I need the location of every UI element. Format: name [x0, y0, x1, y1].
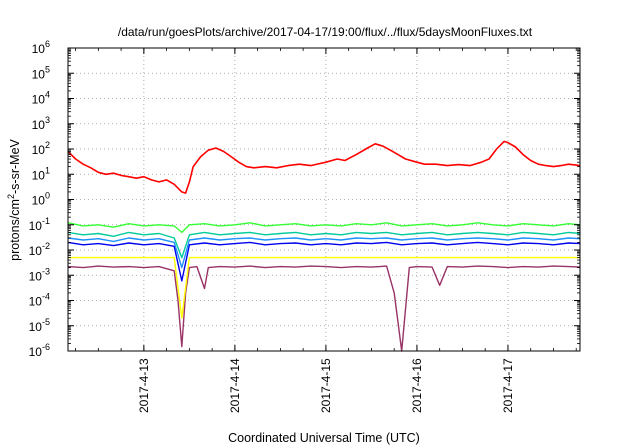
y-tick-label: 101: [32, 165, 50, 182]
series-line-1: [67, 140, 581, 194]
y-tick-label: 10-6: [29, 342, 50, 359]
y-tick-label: 10-2: [29, 241, 50, 258]
x-tick-label: 2017-4-13: [137, 358, 151, 413]
x-axis-label: Coordinated Universal Time (UTC): [228, 431, 420, 445]
y-tick-label: 10-1: [29, 216, 50, 233]
series-line-5: [67, 241, 581, 282]
series-line-2: [67, 222, 581, 234]
y-tick-label: 10-5: [29, 317, 50, 334]
chart-title: /data/run/goesPlots/archive/2017-04-17/1…: [118, 25, 533, 39]
x-tick-label: 2017-4-14: [228, 358, 242, 413]
y-tick-label: 100: [32, 191, 50, 208]
axis-ticks: 10-6 10-5 10-4 10-3 10-2 10-1 100 101 102 103 104 1…: [29, 39, 580, 413]
y-tick-label: 104: [32, 90, 50, 107]
series-line-3: [67, 231, 581, 259]
y-tick-label: 105: [32, 64, 50, 81]
y-tick-label: 103: [32, 115, 50, 132]
series-line-4: [67, 237, 581, 269]
x-tick-label: 2017-4-16: [410, 358, 424, 413]
series-line-7: [67, 265, 581, 352]
series-line-6: [68, 256, 580, 319]
y-tick-label: 106: [32, 39, 50, 56]
y-tick-label: 10-3: [29, 266, 50, 283]
y-tick-label: 102: [32, 140, 50, 157]
grid-lines: [68, 48, 580, 351]
data-series: [67, 140, 581, 352]
x-tick-label: 2017-4-15: [319, 358, 333, 413]
x-tick-label: 2017-4-17: [501, 358, 515, 413]
y-tick-label: 10-4: [29, 292, 50, 309]
y-axis-label: protons/cm2-s-sr-MeV: [6, 138, 22, 260]
